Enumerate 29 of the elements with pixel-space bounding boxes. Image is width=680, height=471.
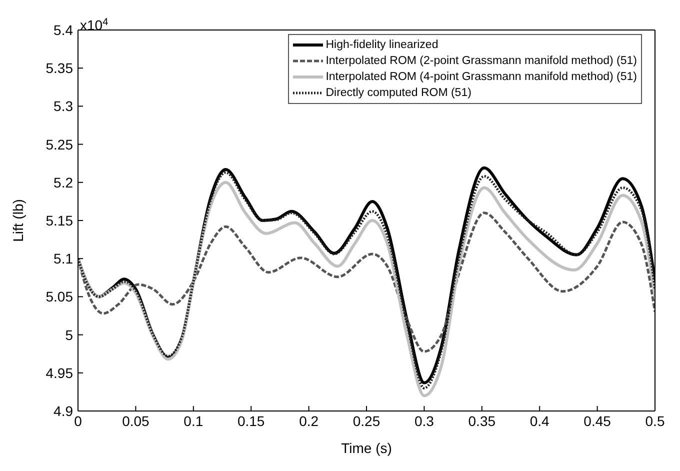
legend-label: High-fidelity linearized <box>326 38 438 53</box>
x-axis-title: Time (s) <box>341 440 392 456</box>
y-tick-label: 5.1 <box>54 250 74 267</box>
x-tick-label: 0.2 <box>299 412 319 429</box>
line-series <box>78 212 655 353</box>
y-tick-label: 5.3 <box>54 98 74 114</box>
x-tick-label: 0.1 <box>184 412 204 429</box>
y-axis-title: Lift (lb) <box>10 199 26 242</box>
x-tick-label: 0.35 <box>468 412 496 429</box>
legend-label: Interpolated ROM (4-point Grassmann manifold method) (51) <box>326 70 637 85</box>
x-tick-label: 0.5 <box>645 412 665 429</box>
x-tick-label: 0.25 <box>352 412 380 429</box>
legend-label: Interpolated ROM (2-point Grassmann manifold method) (51) <box>326 54 637 69</box>
legend-label: Directly computed ROM (51) <box>326 86 472 101</box>
x-tick-label: 0.15 <box>237 412 265 429</box>
y-tick-label: 5.05 <box>46 288 74 305</box>
y-tick-label: 5.15 <box>46 212 74 228</box>
y-tick-label: 5.2 <box>54 174 74 190</box>
y-tick-label: 4.9 <box>54 402 74 419</box>
y-tick-label: 4.95 <box>46 364 74 381</box>
x-tick-label: 0.4 <box>530 412 550 429</box>
y-tick-label: 5.35 <box>46 60 74 76</box>
x-tick-label: 0.3 <box>414 412 434 429</box>
y-tick-label: 5.4 <box>54 22 74 38</box>
x-tick-label: 0.05 <box>122 412 150 429</box>
x-tick-label: 0.45 <box>584 412 612 429</box>
x-tick-label: 0 <box>74 412 82 429</box>
y-tick-label: 5.25 <box>46 136 74 152</box>
y-tick-label: 5 <box>65 326 74 343</box>
